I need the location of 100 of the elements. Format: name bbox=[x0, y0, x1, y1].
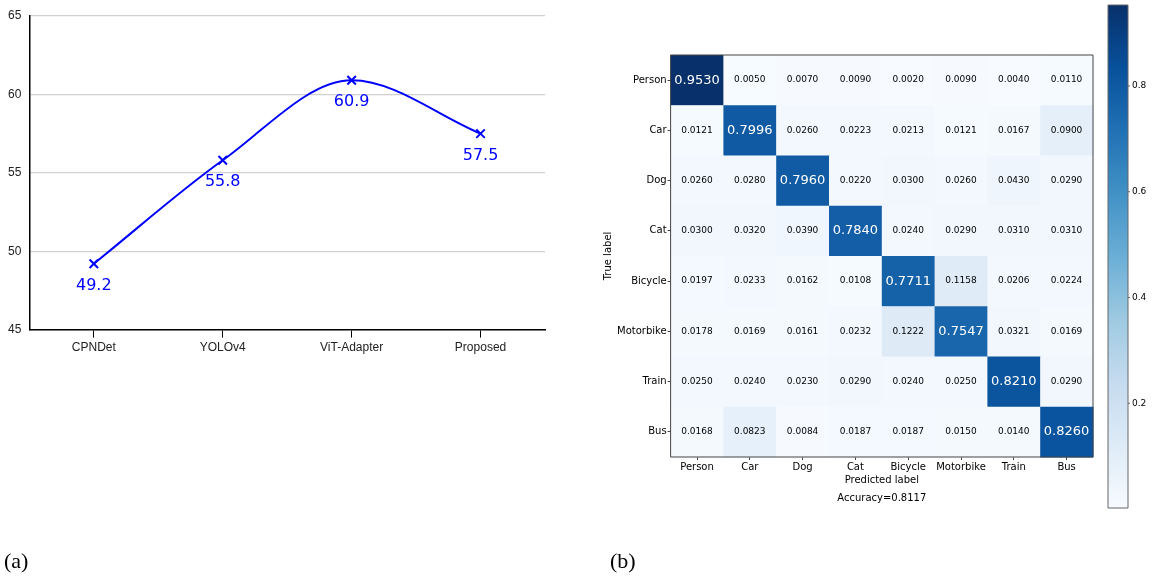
data-label: 0.0310 bbox=[998, 225, 1030, 236]
x-tick-label: Bicycle bbox=[890, 460, 926, 472]
data-label: 0.9530 bbox=[674, 71, 720, 87]
color-bar-label: 0.2 bbox=[1132, 397, 1147, 408]
y-tick-label: 60 bbox=[7, 86, 22, 101]
y-tick-label: Motorbike bbox=[617, 324, 667, 336]
data-label: 0.0224 bbox=[1050, 275, 1083, 286]
data-label: 0.0020 bbox=[892, 74, 925, 85]
x-axis-title: Predicted label bbox=[844, 473, 919, 485]
data-label: 0.0300 bbox=[892, 174, 925, 185]
data-label: 0.0230 bbox=[786, 375, 819, 386]
data-label: 0.0233 bbox=[734, 275, 766, 286]
data-label: 0.0390 bbox=[786, 225, 819, 236]
point bbox=[217, 155, 228, 166]
x-tick-label: Bus bbox=[1057, 460, 1076, 472]
data-label: 0.0178 bbox=[681, 325, 714, 336]
data-label: 0.0108 bbox=[839, 275, 872, 286]
x-tick-label: Person bbox=[680, 460, 714, 472]
data-label: 0.0121 bbox=[945, 124, 977, 135]
color-bar-label: 0.8 bbox=[1132, 80, 1147, 91]
color-bar-label: 0.4 bbox=[1132, 291, 1147, 302]
data-label: 0.0310 bbox=[1050, 225, 1083, 236]
data-label: 0.0187 bbox=[839, 426, 872, 437]
data-label: 0.0121 bbox=[681, 124, 713, 135]
text: Accuracy=0.8117 bbox=[837, 491, 927, 503]
data-label: 0.0168 bbox=[681, 426, 714, 437]
y-tick-label: Bus bbox=[648, 425, 667, 437]
x-tick-label: Dog bbox=[792, 460, 813, 472]
data-label: 0.0110 bbox=[1050, 74, 1083, 85]
data-label: 0.0321 bbox=[998, 325, 1030, 336]
data-label: 0.0162 bbox=[786, 275, 819, 286]
data-label: 0.0823 bbox=[734, 426, 766, 437]
data-label: 0.0206 bbox=[998, 275, 1030, 286]
point bbox=[346, 75, 357, 86]
data-label: 0.7840 bbox=[832, 222, 879, 238]
text: (a) bbox=[4, 548, 29, 574]
data-label: 0.0084 bbox=[786, 426, 819, 437]
data-label: 0.0161 bbox=[786, 325, 819, 336]
data-label: 0.0090 bbox=[839, 74, 872, 85]
data-label: 0.0223 bbox=[839, 124, 872, 135]
data-label: 0.0050 bbox=[734, 74, 766, 85]
data-label: 0.0320 bbox=[734, 225, 766, 236]
x-tick-label: Motorbike bbox=[936, 460, 986, 472]
data-label: 0.0140 bbox=[998, 426, 1030, 437]
color-bar-label: 0.6 bbox=[1132, 186, 1147, 197]
data-label: 0.0290 bbox=[945, 225, 978, 236]
x-tick-label: CPNDet bbox=[71, 340, 117, 355]
data-label: 0.0290 bbox=[839, 375, 872, 386]
text: (b) bbox=[610, 548, 636, 574]
data-label: 0.0232 bbox=[839, 325, 872, 336]
data-label: 0.0260 bbox=[945, 174, 978, 185]
data-label: 0.0250 bbox=[945, 375, 978, 386]
x-tick-label: YOLOv4 bbox=[199, 340, 247, 355]
data-label: 0.0240 bbox=[734, 375, 766, 386]
y-tick-label: Train bbox=[641, 375, 667, 387]
data-label: 0.7960 bbox=[779, 172, 826, 187]
data-label: 0.0070 bbox=[786, 74, 819, 85]
data-label: 0.0213 bbox=[892, 124, 924, 135]
y-tick-label: 50 bbox=[7, 243, 22, 258]
y-tick-label: 45 bbox=[7, 321, 22, 336]
y-axis-title: True label bbox=[601, 231, 613, 282]
data-label: 0.0040 bbox=[998, 74, 1030, 85]
data-label: 0.0187 bbox=[892, 426, 924, 437]
data-label: 55.8 bbox=[204, 171, 241, 191]
y-tick-label: Bicycle bbox=[631, 274, 667, 286]
data-label: 0.7996 bbox=[727, 121, 773, 137]
data-label: 0.0280 bbox=[734, 174, 766, 185]
data-label: 0.0300 bbox=[681, 225, 714, 236]
data-label: 0.0090 bbox=[945, 74, 978, 85]
data-label: 0.0290 bbox=[1050, 174, 1083, 185]
y-tick-label: 65 bbox=[7, 8, 22, 23]
y-tick-label: Dog bbox=[646, 174, 667, 186]
data-label: 0.7711 bbox=[885, 272, 931, 288]
data-label: 0.0240 bbox=[892, 375, 925, 386]
y-tick-label: 55 bbox=[7, 165, 22, 180]
data-label: 0.0150 bbox=[945, 426, 978, 437]
x-tick-label: ViT-Adapter bbox=[320, 340, 384, 355]
x-tick-label: Cat bbox=[846, 460, 864, 472]
data-label: 49.2 bbox=[75, 274, 112, 294]
data-label: 0.1158 bbox=[945, 275, 978, 286]
data-label: 0.0240 bbox=[892, 225, 925, 236]
data-label: 0.0167 bbox=[998, 124, 1030, 135]
data-label: 0.8260 bbox=[1043, 423, 1090, 439]
data-label: 60.9 bbox=[333, 91, 370, 111]
data-label: 0.0290 bbox=[1050, 375, 1083, 386]
data-label: 0.0169 bbox=[734, 325, 766, 336]
data-label: 0.0197 bbox=[681, 275, 713, 286]
data-label: 0.8210 bbox=[991, 373, 1037, 388]
x-tick-label: Proposed bbox=[454, 340, 507, 355]
data-label: 0.1222 bbox=[892, 325, 924, 336]
x-tick-label: Car bbox=[741, 460, 760, 472]
data-label: 57.5 bbox=[462, 144, 499, 164]
point bbox=[475, 128, 486, 139]
data-label: 0.0260 bbox=[681, 174, 714, 185]
y-tick-label: Person bbox=[633, 73, 667, 85]
x-tick-label: Train bbox=[1000, 460, 1026, 472]
point bbox=[88, 258, 100, 269]
data-label: 0.0169 bbox=[1050, 325, 1083, 336]
data-label: 0.0430 bbox=[998, 174, 1030, 185]
data-label: 0.0220 bbox=[839, 174, 872, 185]
